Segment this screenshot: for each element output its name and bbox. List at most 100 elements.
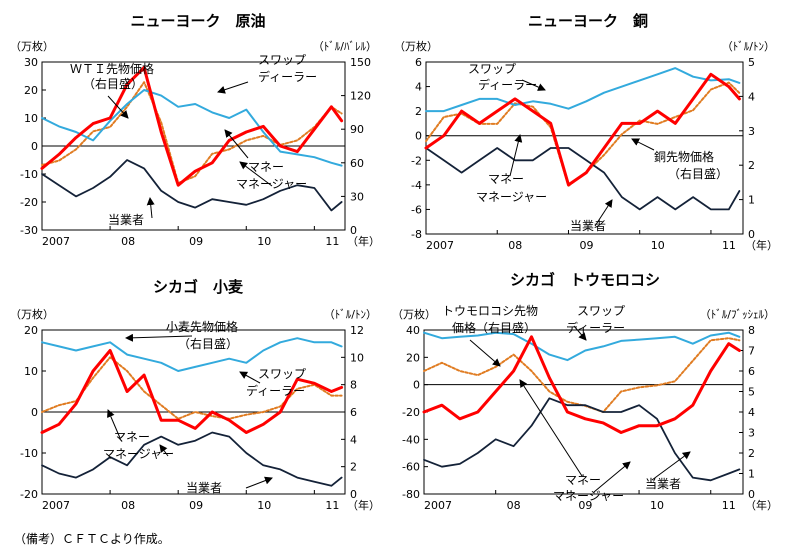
annotation-arrow: [125, 333, 193, 342]
right-tick-label: 0: [748, 488, 755, 501]
annotation-label: マネー: [565, 473, 601, 487]
left-tick-label: 20: [406, 351, 420, 364]
plot-frame: [423, 329, 744, 495]
left-tick-label: 20: [24, 324, 38, 337]
left-tick-label: -4: [411, 179, 422, 192]
annotation-arrow: [239, 161, 273, 187]
x-axis-unit: （年）: [347, 234, 380, 248]
x-tick-label: 08: [121, 499, 135, 512]
x-tick-label: 10: [650, 499, 664, 512]
x-axis-unit: （年）: [745, 498, 778, 512]
annotation-label: 価格（右目盛）: [452, 320, 536, 335]
annotation-label: 当業者: [570, 219, 606, 233]
annotation-label: （右目盛）: [178, 336, 238, 351]
annotation-label: ディーラー: [258, 69, 317, 84]
annotation-label: （右目盛）: [83, 76, 143, 91]
right-tick-label: 2: [748, 159, 755, 172]
chart-title: シカゴ 小麦: [153, 278, 244, 296]
x-tick-label: 08: [507, 499, 521, 512]
right-tick-label: 1: [748, 194, 755, 207]
right-tick-label: 6: [748, 365, 755, 378]
x-tick-label: 2007: [426, 239, 454, 252]
series-line-swap-dealer: [423, 331, 741, 362]
right-axis-unit: （ﾄﾞﾙ/ﾊﾞﾚﾙ）: [313, 40, 377, 53]
right-tick-label: 4: [748, 90, 755, 103]
annotation-label: ディーラー: [478, 77, 537, 92]
right-tick-label: 10: [350, 351, 364, 364]
left-tick-label: -10: [20, 447, 38, 460]
chart-panel-copper: ニューヨーク 銅（万枚） （ﾄﾞﾙ/ﾄﾝ）6420-2-4-6-854321020…: [394, 12, 778, 252]
left-axis-unit: （万枚）: [10, 39, 54, 53]
annotation-arrow: [159, 444, 169, 457]
annotation-arrow: [469, 339, 501, 367]
chart-panel-wheat: シカゴ 小麦（万枚） （ﾄﾞﾙ/ﾄﾝ）20100-10-2012108642020…: [10, 278, 380, 512]
series-line-commercial: [41, 159, 343, 212]
right-axis-unit: （ﾄﾞﾙ/ﾄﾝ）: [324, 308, 377, 321]
right-tick-label: 8: [350, 379, 357, 392]
x-tick-label: 11: [325, 235, 339, 248]
series-line-price: [41, 81, 343, 184]
annotation-label: スワップ: [258, 53, 306, 67]
right-tick-label: 0: [350, 224, 357, 237]
series-line-swap-dealer: [41, 337, 343, 372]
source-note: （備考）ＣＦＴＣより作成。: [14, 532, 170, 546]
left-tick-label: 40: [406, 324, 420, 337]
x-tick-label: 10: [651, 239, 665, 252]
right-axis-unit: （ﾄﾞﾙ/ﾄﾝ）: [722, 40, 775, 53]
right-tick-label: 4: [748, 406, 755, 419]
left-tick-label: -80: [402, 488, 420, 501]
x-tick-label: 2007: [424, 499, 452, 512]
chart-panel-crude: ニューヨーク 原油 （万枚） （ﾄﾞﾙ/ﾊﾞﾚﾙ） 30 20 10 0 -10 -20 -30 1…: [10, 12, 380, 248]
x-tick-label: 09: [189, 235, 203, 248]
annotation-label: ディーラー: [566, 320, 625, 335]
annotation-label: ＷＴＩ先物価格: [70, 61, 154, 76]
annotation-label: マネー: [248, 160, 284, 174]
right-tick-label: 0: [350, 488, 357, 501]
right-tick-label: 4: [350, 433, 357, 446]
annotation-label: スワップ: [258, 367, 306, 381]
series-line-money-manager: [40, 349, 344, 434]
right-tick-label: 12: [350, 324, 364, 337]
annotation-arrow: [521, 79, 546, 91]
left-tick-label: -20: [402, 406, 420, 419]
series-line-money-manager: [424, 72, 741, 187]
left-tick-label: -8: [411, 228, 422, 241]
left-tick-label: 20: [24, 84, 38, 97]
x-tick-label: 09: [189, 499, 203, 512]
annotation-label: マネー: [488, 172, 524, 186]
x-tick-label: 10: [257, 235, 271, 248]
left-tick-label: 0: [31, 406, 38, 419]
right-tick-label: 5: [748, 56, 755, 69]
left-tick-label: 4: [415, 81, 422, 94]
right-tick-label: 2: [748, 447, 755, 460]
annotation-label: 小麦先物価格: [166, 319, 238, 334]
left-tick-label: 2: [415, 105, 422, 118]
right-tick-label: 0: [748, 228, 755, 241]
annotation-arrow: [239, 371, 261, 384]
left-axis-unit: （万枚）: [10, 307, 54, 321]
annotation-arrow: [573, 325, 587, 341]
right-axis-unit: （ﾄﾞﾙ/ﾌﾞｯｼｪﾙ）: [700, 308, 775, 321]
annotation-arrow: [107, 409, 121, 439]
annotation-arrow: [509, 134, 523, 177]
series-line-price: [41, 356, 343, 420]
right-tick-label: 3: [748, 125, 755, 138]
left-tick-label: -60: [402, 461, 420, 474]
right-tick-label: 5: [748, 386, 755, 399]
chart-title: シカゴ トウモロコシ: [510, 271, 660, 289]
x-axis-unit: （年）: [347, 498, 380, 512]
right-tick-label: 8: [748, 324, 755, 337]
annotation-label: （右目盛）: [668, 166, 728, 181]
x-tick-label: 11: [722, 499, 736, 512]
left-tick-label: 30: [24, 56, 38, 69]
right-tick-label: 120: [350, 90, 371, 103]
right-tick-label: 3: [748, 427, 755, 440]
x-tick-label: 10: [257, 499, 271, 512]
left-tick-label: 10: [24, 365, 38, 378]
series-line-swap-dealer: [41, 89, 343, 167]
x-tick-label: 09: [579, 239, 593, 252]
annotation-label: スワップ: [468, 62, 516, 76]
chart-title: ニューヨーク 原油: [130, 12, 265, 30]
left-tick-label: 0: [31, 140, 38, 153]
left-axis-unit: （万枚）: [392, 307, 436, 321]
